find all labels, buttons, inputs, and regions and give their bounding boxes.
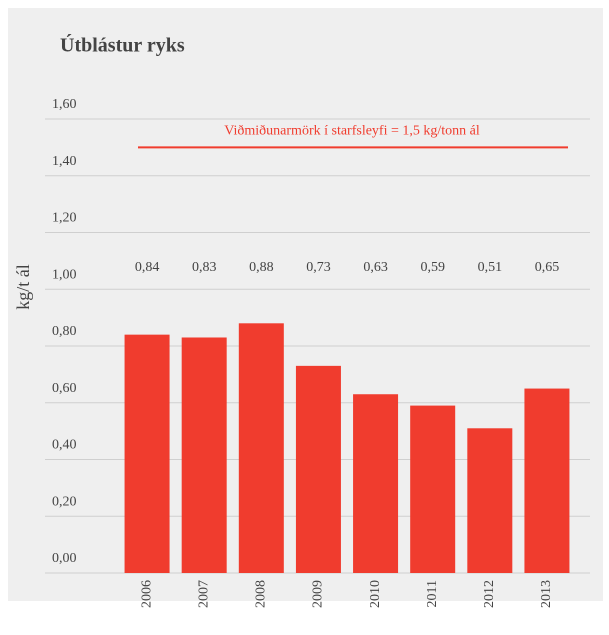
chart-title: Útblástur ryks — [60, 33, 185, 57]
value-label: 0,88 — [249, 260, 274, 275]
y-tick-label: 0,80 — [52, 324, 77, 339]
value-label: 0,65 — [535, 260, 560, 275]
x-tick-label: 2006 — [139, 580, 154, 608]
value-label: 0,84 — [135, 260, 160, 275]
y-tick-label: 0,20 — [52, 494, 77, 509]
bar — [353, 394, 399, 573]
y-tick-label: 0,60 — [52, 381, 77, 396]
value-label: 0,51 — [478, 260, 503, 275]
x-tick-label: 2008 — [254, 580, 269, 608]
reference-label: Viðmiðunarmörk í starfsleyfi = 1,5 kg/to… — [224, 124, 480, 139]
y-tick-label: 1,00 — [52, 267, 77, 282]
y-tick-label: 1,20 — [52, 211, 77, 226]
x-tick-label: 2009 — [311, 580, 326, 608]
bar — [124, 334, 170, 573]
bar — [524, 388, 570, 573]
bar — [238, 323, 284, 573]
bar — [467, 428, 513, 573]
y-tick-label: 0,40 — [52, 438, 77, 453]
x-tick-label: 2007 — [196, 580, 211, 608]
x-tick-label: 2011 — [425, 580, 440, 607]
y-tick-label: 1,60 — [52, 97, 77, 112]
y-axis-label: kg/t ál — [13, 264, 33, 310]
bar — [181, 337, 227, 573]
value-label: 0,59 — [420, 260, 445, 275]
x-tick-label: 2012 — [482, 580, 497, 608]
x-tick-label: 2013 — [539, 580, 554, 608]
value-label: 0,63 — [363, 260, 388, 275]
bar — [295, 365, 341, 573]
x-tick-label: 2010 — [368, 580, 383, 608]
value-label: 0,83 — [192, 260, 217, 275]
y-tick-label: 1,40 — [52, 154, 77, 169]
bar — [410, 405, 456, 573]
y-tick-label: 0,00 — [52, 551, 77, 566]
value-label: 0,73 — [306, 260, 331, 275]
